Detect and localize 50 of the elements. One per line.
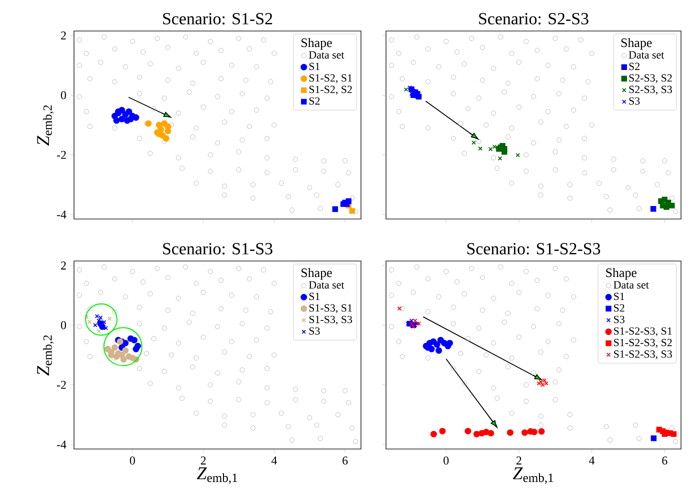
y-tick-label: -2 (56, 150, 66, 159)
legend-label: S2 (629, 62, 640, 70)
y-tick-label: 0 (60, 321, 66, 330)
x-tick-label: 4 (589, 456, 595, 464)
legend-label: S2 (614, 304, 624, 312)
legend-label: S2 (309, 97, 320, 105)
legend-label: S1-S2, S1 (309, 74, 352, 84)
y-tick-label: -2 (56, 380, 66, 389)
legend-label: S3 (629, 97, 640, 105)
legend-title: Shape (302, 268, 332, 280)
y-tick-label: -4 (56, 210, 66, 218)
x-axis-title: Z$_{emb,1}$ (512, 467, 554, 484)
legend-label: S2-S3, S2 (629, 74, 672, 84)
x-tick-label: 0 (130, 456, 135, 465)
chart-title: Scenario: S1-S2 (163, 13, 272, 24)
y-axis-title: Z$_{emb,2}$ (37, 105, 54, 146)
x-tick-label: 2 (200, 456, 206, 464)
y-tick-label: 2 (61, 32, 66, 40)
x-tick-label: 6 (662, 456, 668, 465)
legend-label: Data set (308, 51, 344, 59)
legend-label: S1-S2-S3, S1 (614, 327, 672, 336)
legend-title: Shape (606, 268, 637, 280)
x-tick-label: 0 (444, 456, 449, 465)
legend-label: Data set (308, 281, 344, 289)
legend-label: S1-S3, S3 (309, 316, 352, 325)
y-axis-title: Z$_{emb,2}$ (37, 335, 54, 376)
legend-label: S1-S2, S2 (309, 86, 352, 95)
legend-label: S1-S2-S3, S2 (614, 338, 672, 348)
chart-title: Scenario: S1-S2-S3 (467, 243, 600, 254)
y-tick-label: -4 (56, 440, 66, 448)
legend-label: S1-S3, S1 (309, 304, 352, 314)
legend-title: Shape (302, 38, 332, 50)
legend-label: S3 (309, 327, 320, 335)
y-tick-label: 0 (60, 91, 66, 100)
legend-label: S1-S2-S3, S3 (614, 350, 672, 360)
legend-label: S1 (614, 292, 624, 300)
legend-label: S3 (614, 316, 624, 324)
x-tick-label: 6 (342, 456, 348, 465)
chart-title: Scenario: S2-S3 (479, 13, 588, 24)
legend-label: S2-S3, S3 (629, 86, 672, 95)
legend-label: S1 (309, 62, 320, 70)
y-tick-label: 2 (61, 262, 66, 270)
legend-label: S1 (309, 292, 320, 300)
legend-label: Data set (614, 281, 649, 289)
chart-title: Scenario: S1-S3 (163, 243, 272, 254)
x-tick-label: 4 (271, 456, 277, 464)
legend-title: Shape (621, 38, 652, 50)
x-tick-label: 2 (516, 456, 522, 464)
x-axis-title: Z$_{emb,1}$ (196, 467, 238, 484)
legend-label: Data set (628, 51, 664, 59)
